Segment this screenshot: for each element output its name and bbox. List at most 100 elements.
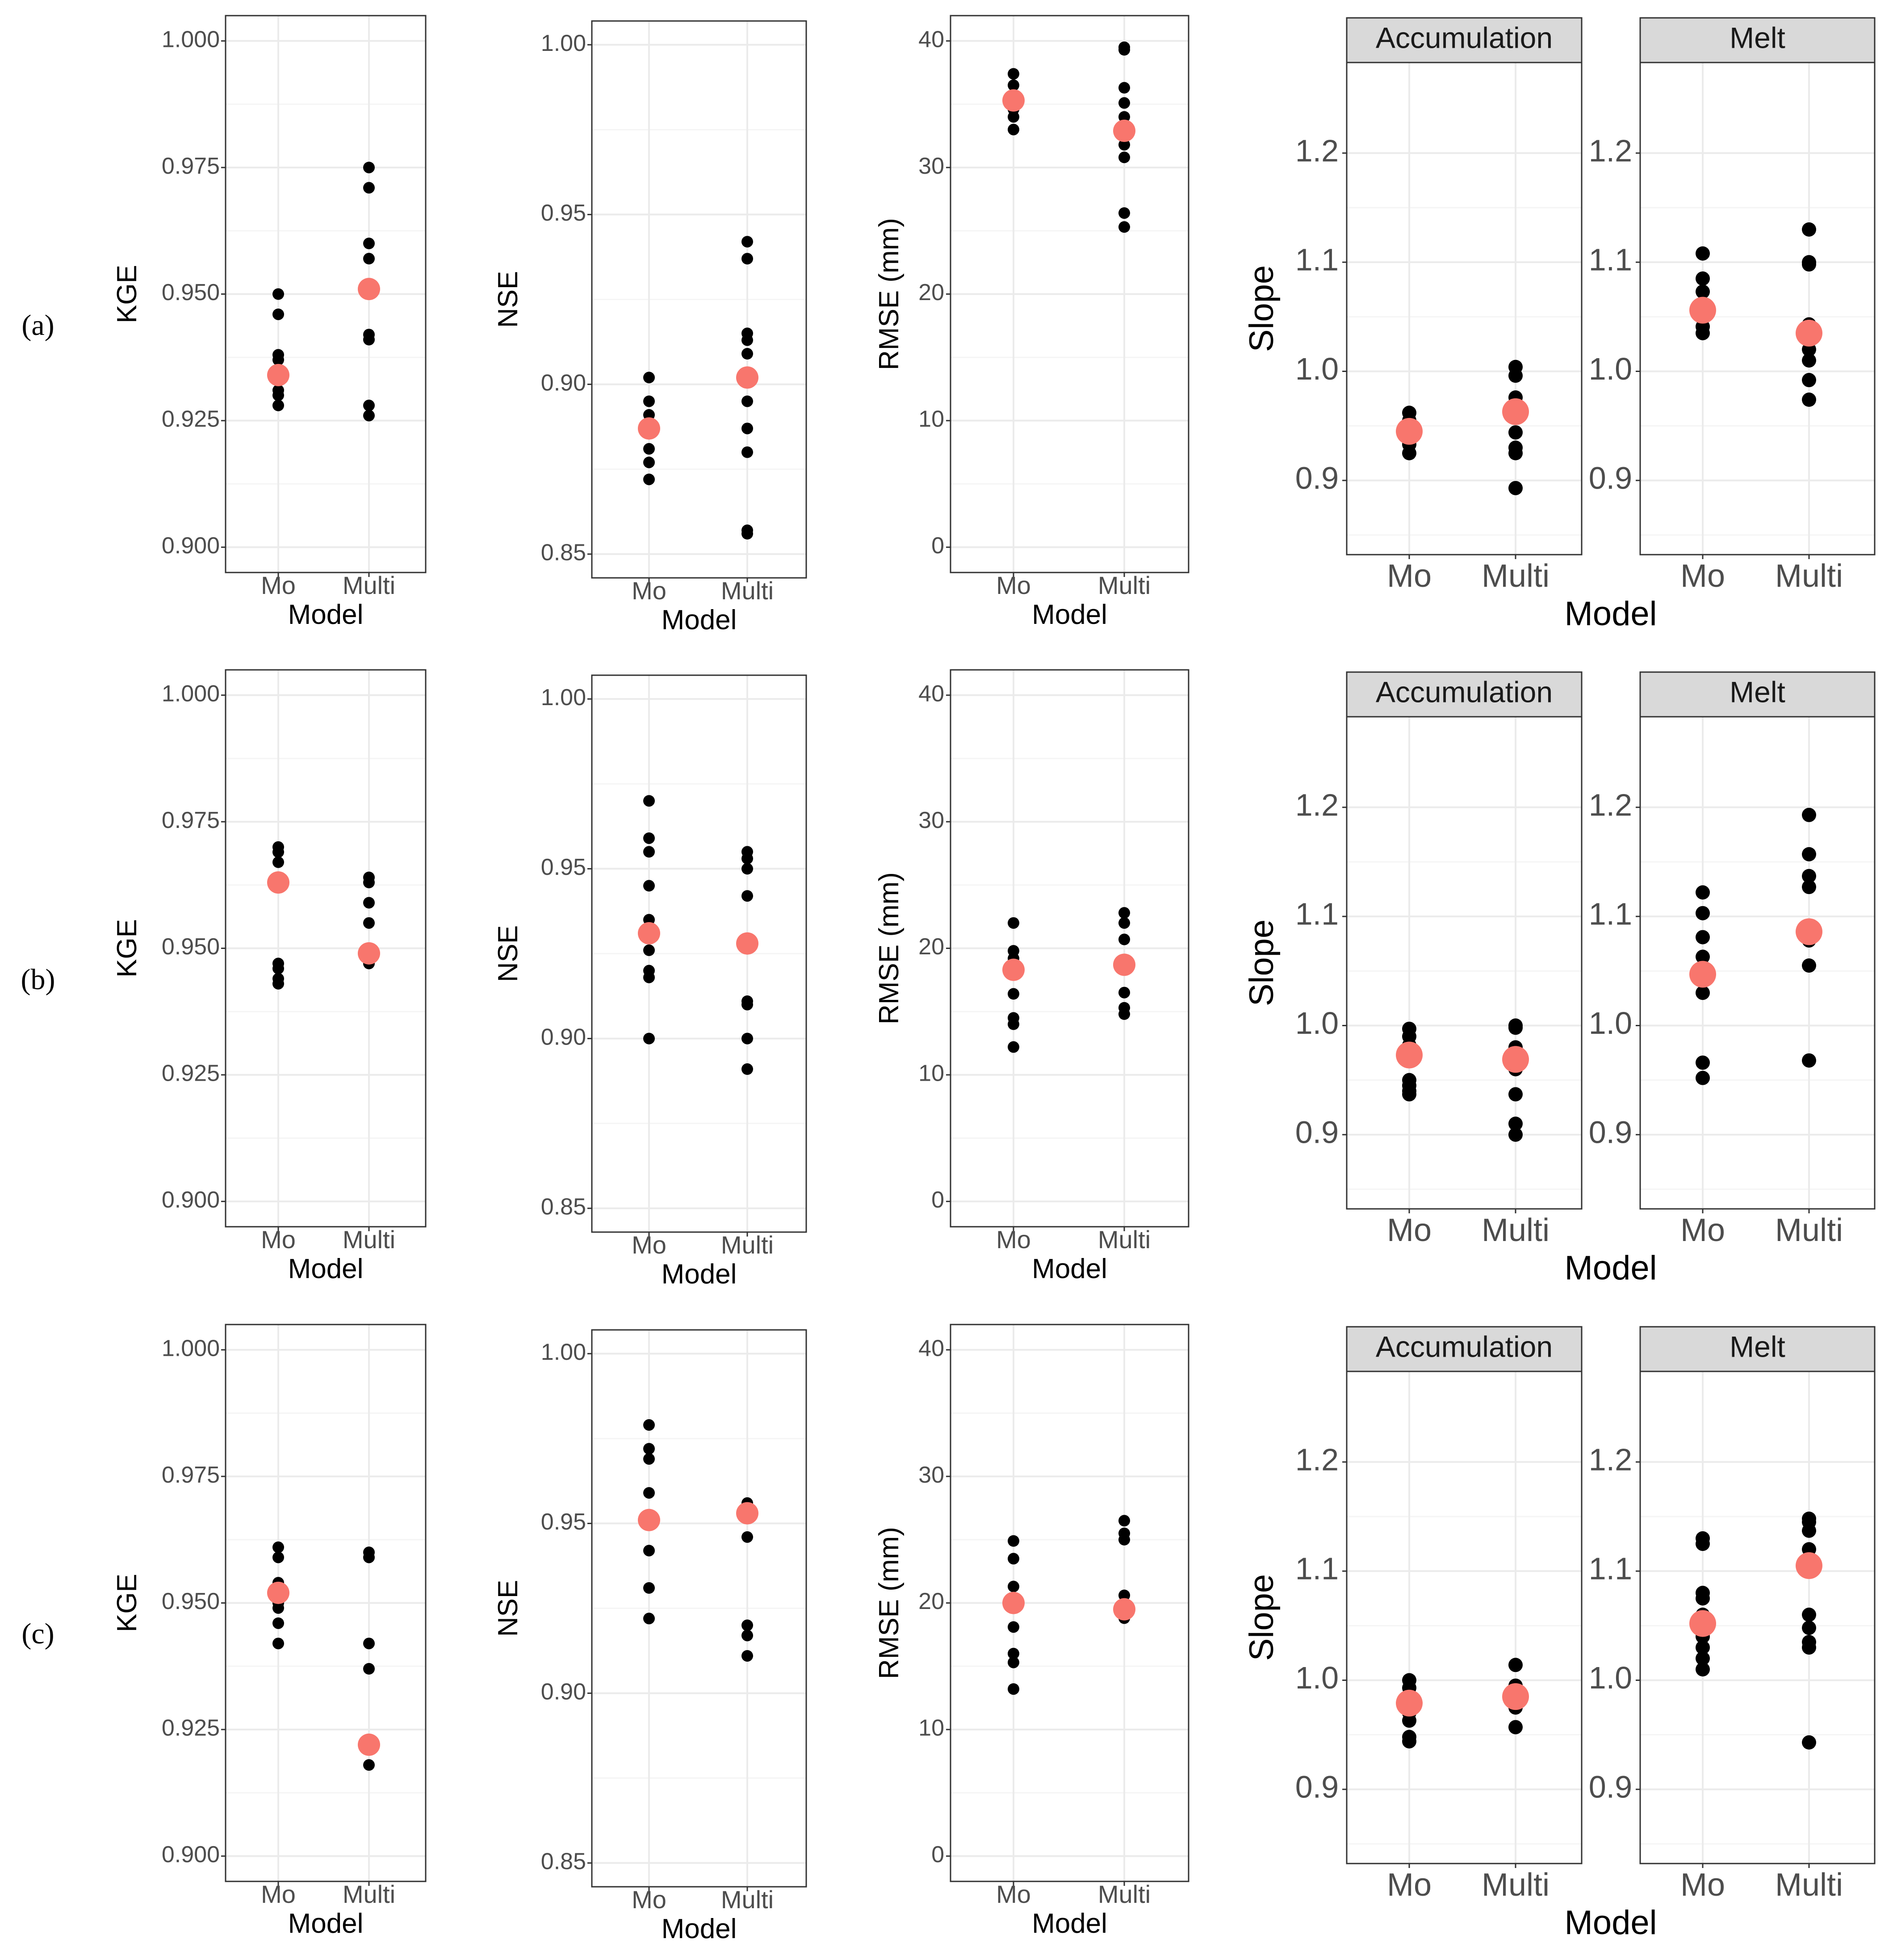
y-tick-label: 1.0 <box>1295 1660 1339 1695</box>
data-point-mo <box>1696 1651 1710 1666</box>
y-tick-label: 0.90 <box>541 1679 586 1705</box>
data-point-mo <box>1696 986 1710 1000</box>
data-point-multi <box>741 334 753 346</box>
x-axis-title: Model <box>288 599 364 630</box>
y-tick-label: 30 <box>918 1462 944 1488</box>
data-point-multi <box>1802 880 1816 894</box>
y-tick-label: 30 <box>918 153 944 179</box>
facet-strip <box>1639 671 1876 718</box>
mean-point-multi <box>1502 398 1529 425</box>
data-point-mo <box>1696 1662 1710 1677</box>
data-point-mo <box>1008 79 1019 91</box>
y-tick-label: 0.85 <box>541 540 586 566</box>
data-point-mo <box>1696 271 1710 286</box>
data-point-multi <box>363 1759 375 1771</box>
facet-strip <box>1346 1326 1583 1372</box>
y-tick-label: 0.90 <box>541 370 586 396</box>
data-point-mo <box>643 1487 655 1499</box>
data-point-multi <box>1118 1534 1130 1546</box>
data-point-multi <box>1118 97 1130 109</box>
data-point-multi <box>1118 1515 1130 1527</box>
panel-slope-melt-border <box>1639 716 1876 1210</box>
data-point-multi <box>1802 373 1816 388</box>
y-tick-label: 40 <box>918 1335 944 1361</box>
mean-point-multi <box>1113 1598 1135 1621</box>
x-tick-label: Multi <box>343 571 395 599</box>
data-point-multi <box>1802 807 1816 822</box>
x-tick-label: Multi <box>343 1880 395 1908</box>
data-point-mo <box>1696 1640 1710 1655</box>
data-point-mo <box>1008 1683 1019 1695</box>
y-tick-label: 0.9 <box>1295 460 1339 495</box>
y-tick-label: 30 <box>918 807 944 833</box>
y-tick-label: 0.975 <box>162 153 220 179</box>
y-tick-label: 20 <box>918 1588 944 1614</box>
mean-point-mo <box>1396 418 1423 445</box>
x-tick-label: Mo <box>996 1225 1031 1254</box>
data-point-multi <box>1118 139 1130 151</box>
data-point-mo <box>1696 246 1710 261</box>
data-point-multi <box>1508 1116 1523 1131</box>
y-tick-label: 1.000 <box>162 26 220 52</box>
x-tick-label: Multi <box>1775 1867 1843 1903</box>
data-point-multi <box>1802 958 1816 973</box>
x-tick-label: Mo <box>261 1225 296 1254</box>
x-tick-label: Multi <box>721 577 774 605</box>
y-axis-title: KGE <box>112 919 142 978</box>
data-point-mo <box>1008 988 1019 1000</box>
data-point-multi <box>741 1650 753 1662</box>
mean-point-multi <box>358 278 380 301</box>
data-point-multi <box>363 334 375 346</box>
x-tick-label: Mo <box>261 571 296 599</box>
y-tick-label: 40 <box>918 681 944 706</box>
y-tick-label: 0.900 <box>162 533 220 559</box>
mean-point-mo <box>267 364 289 386</box>
mean-point-multi <box>1796 319 1822 347</box>
x-tick-label: Mo <box>1387 1867 1432 1903</box>
mean-point-mo <box>638 922 660 944</box>
data-point-mo <box>1402 1087 1416 1102</box>
facet-strip <box>1639 17 1876 63</box>
mean-point-multi <box>358 1733 380 1756</box>
mean-point-mo <box>1002 958 1025 981</box>
y-tick-label: 1.0 <box>1589 1660 1632 1695</box>
y-axis-title: RMSE (mm) <box>874 1527 905 1679</box>
y-tick-label: 1.00 <box>541 685 586 710</box>
data-point-multi <box>741 853 753 865</box>
facet-strip-label: Melt <box>1730 675 1785 708</box>
panel-slope-melt-background <box>1640 63 1875 555</box>
y-axis-title: KGE <box>112 265 142 323</box>
data-point-mo <box>1696 284 1710 299</box>
data-point-mo <box>272 1602 284 1614</box>
data-point-multi <box>363 1551 375 1563</box>
data-point-multi <box>1802 393 1816 407</box>
data-point-mo <box>1008 917 1019 929</box>
y-axis-title: NSE <box>493 925 524 982</box>
y-tick-label: 10 <box>918 1715 944 1741</box>
data-point-multi <box>1118 82 1130 94</box>
data-point-multi <box>1508 1127 1523 1142</box>
data-point-multi <box>1802 1053 1816 1068</box>
y-tick-label: 0.975 <box>162 807 220 833</box>
facet-strip-label: Melt <box>1730 21 1785 54</box>
y-tick-label: 1.1 <box>1589 897 1632 932</box>
mean-point-multi <box>1796 1552 1822 1579</box>
data-point-multi <box>741 395 753 407</box>
mean-point-mo <box>1689 961 1716 988</box>
data-point-mo <box>643 971 655 983</box>
data-point-multi <box>363 182 375 194</box>
panel-slope-accumulation-background <box>1347 63 1582 555</box>
data-point-multi <box>363 253 375 265</box>
x-tick-label: Mo <box>1680 1212 1725 1248</box>
data-point-mo <box>643 395 655 407</box>
y-tick-label: 1.1 <box>1295 242 1339 277</box>
data-point-multi <box>1118 221 1130 233</box>
panel-slope-melt-background <box>1640 1371 1875 1864</box>
mean-point-multi <box>1113 119 1135 142</box>
data-point-multi <box>1508 1658 1523 1672</box>
y-tick-label: 1.0 <box>1295 351 1339 386</box>
y-axis-title: NSE <box>493 271 524 328</box>
x-axis-title: Model <box>662 605 737 635</box>
x-tick-label: Multi <box>1775 558 1843 594</box>
x-axis-title: Model <box>288 1908 364 1939</box>
